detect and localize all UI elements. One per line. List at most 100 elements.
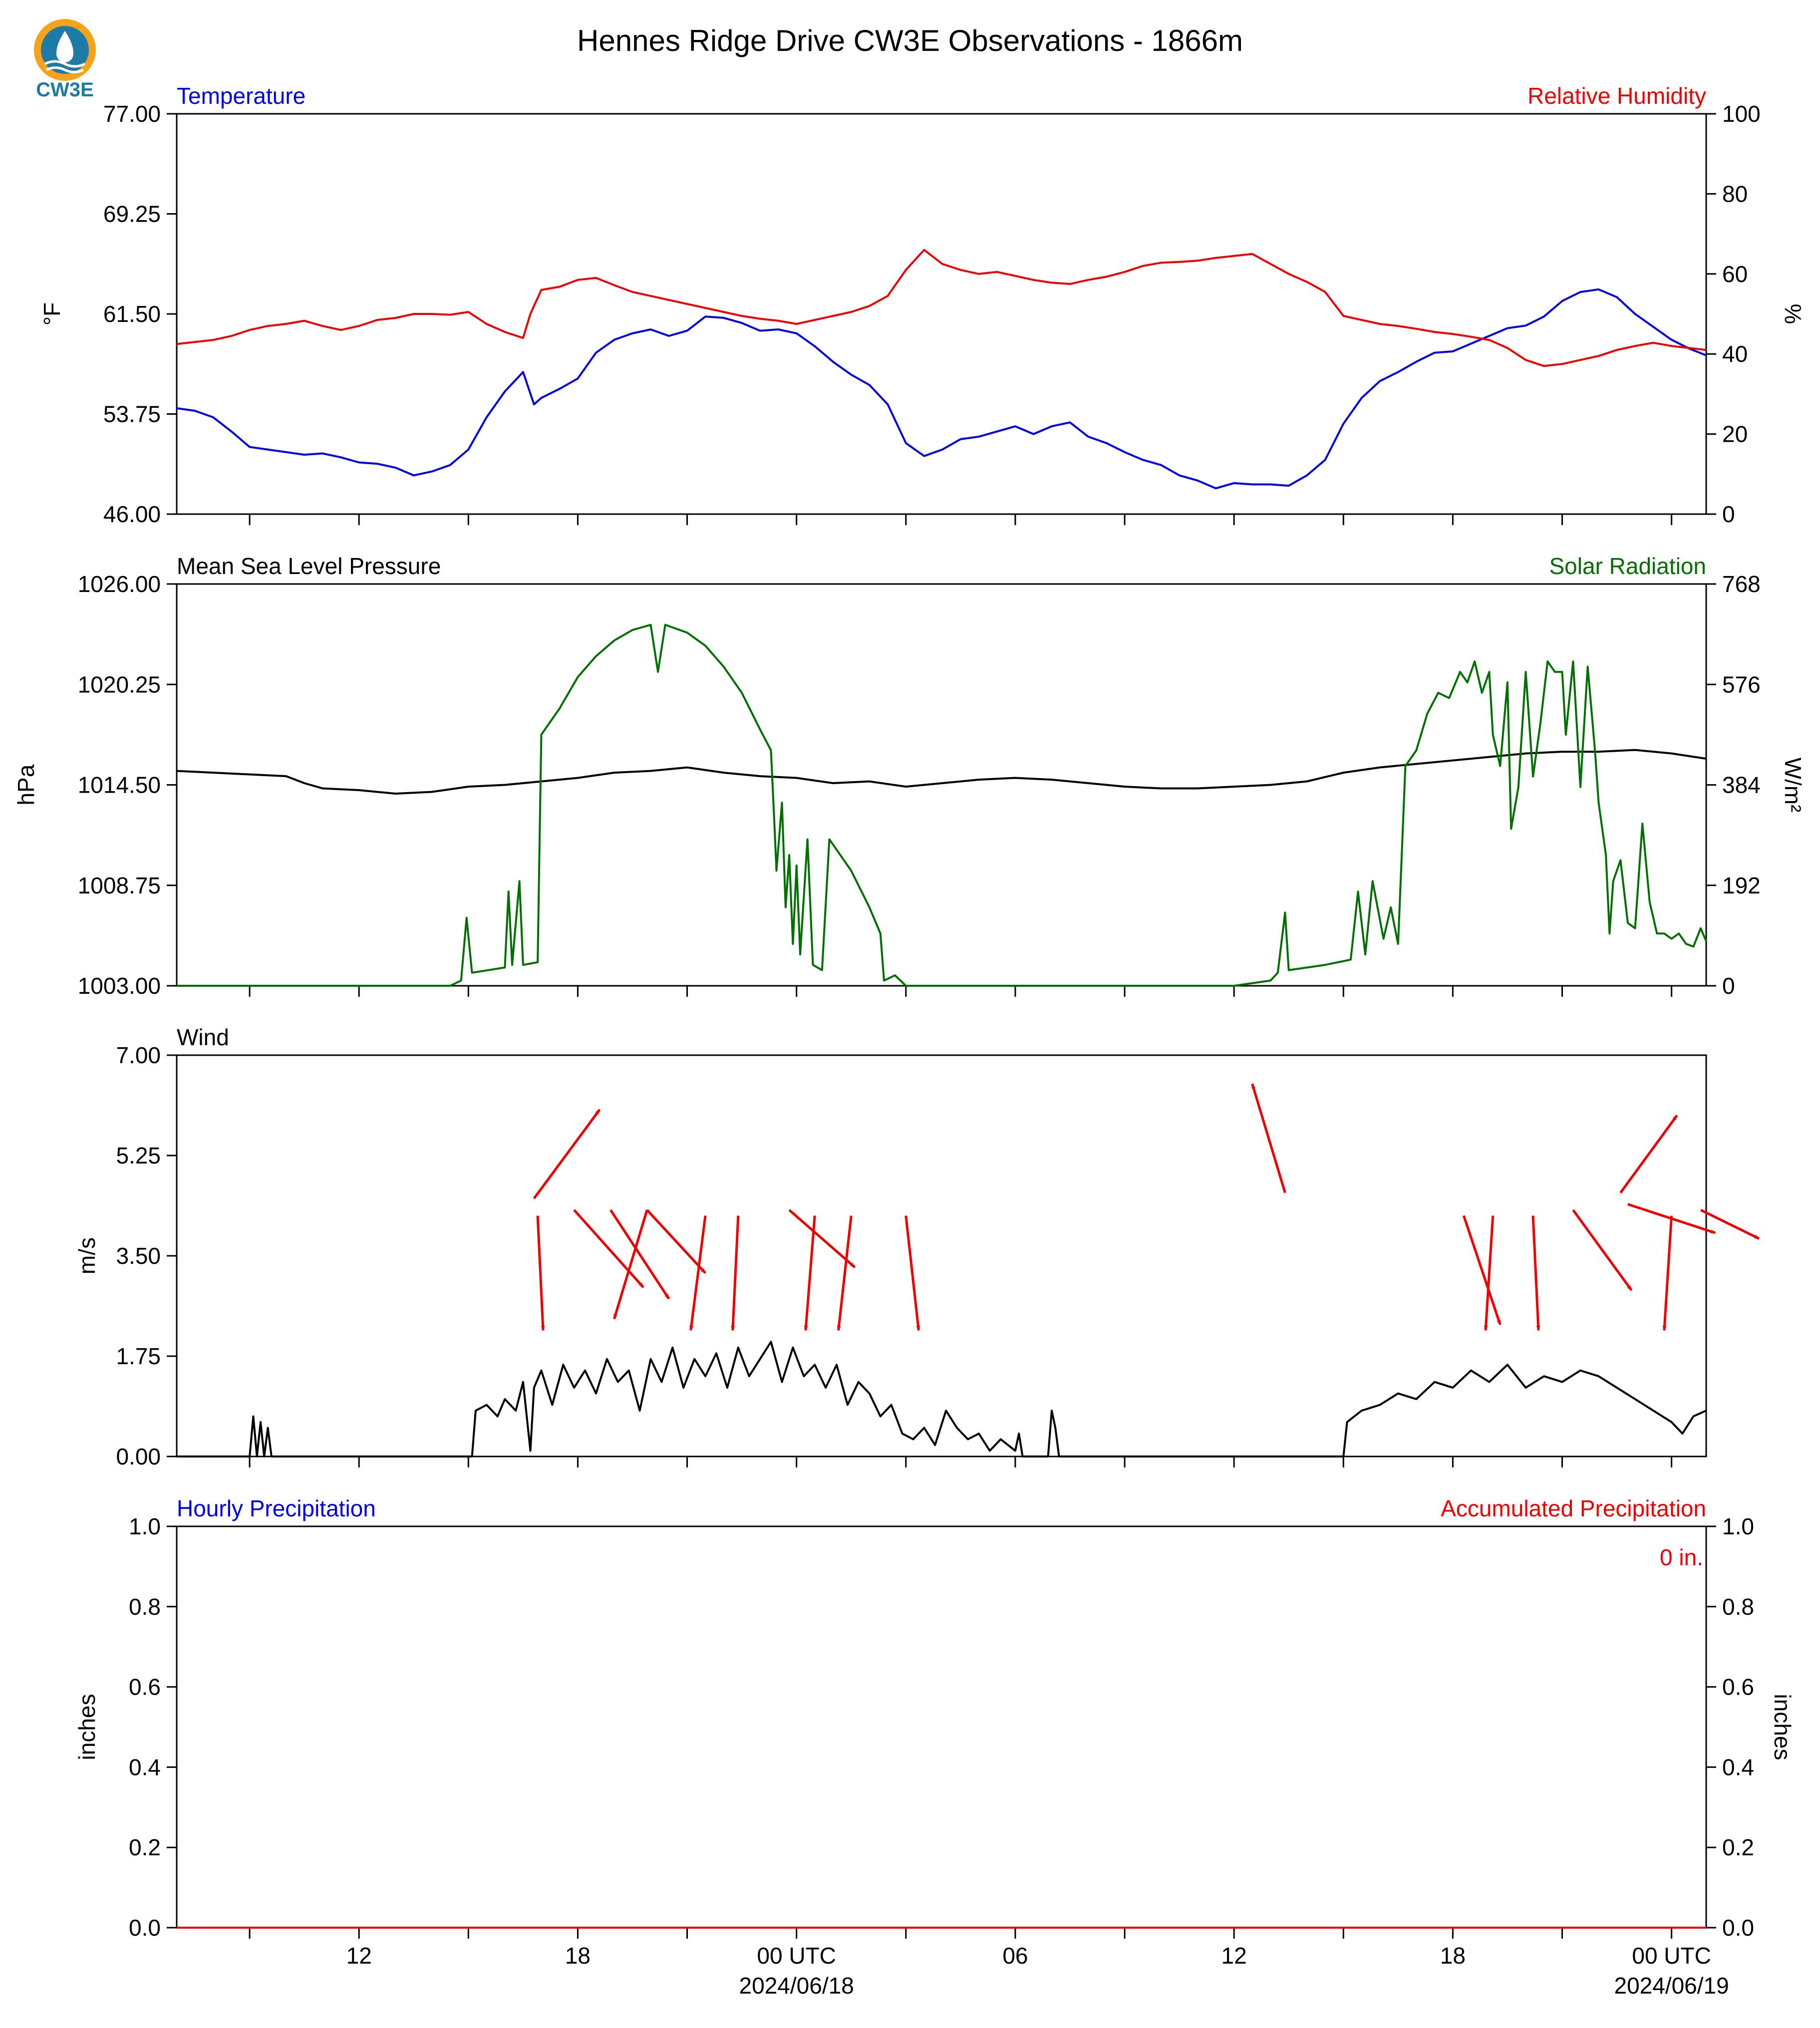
y-right-tick-label: 0.8	[1722, 1594, 1754, 1620]
wind-arrow	[1700, 1208, 1760, 1240]
wind-arrow	[646, 1209, 706, 1274]
y-tick-label: 0.00	[116, 1444, 161, 1469]
y-right-tick-label: 384	[1722, 772, 1761, 798]
wind-arrow	[1484, 1215, 1495, 1331]
y-right-tick-label: 0	[1722, 973, 1735, 999]
y-tick-label: 5.25	[116, 1143, 161, 1168]
temperature-humidity-panel: 46.00 53.75 61.50 69.25 77.00 0 20 40 60 80 100 °F%…	[39, 83, 1806, 527]
y-axis-title: hPa	[13, 764, 39, 805]
cw3e-logo: CW3E	[27, 15, 102, 102]
y-tick-label: 0.0	[129, 1915, 161, 1941]
y-right-tick-label: 192	[1722, 872, 1761, 898]
y-right-tick-label: 0.0	[1722, 1915, 1754, 1941]
x-date-label: 2024/06/18	[739, 1973, 854, 1999]
wind-arrow	[533, 1109, 601, 1199]
wind-arrow	[804, 1215, 816, 1331]
y-tick-label: 1003.00	[78, 973, 161, 999]
chart-title: Hennes Ridge Drive CW3E Observations - 1…	[577, 24, 1243, 57]
y-axis-title: °F	[39, 302, 65, 326]
wind-arrow	[1619, 1115, 1678, 1194]
wind-arrow	[837, 1215, 853, 1331]
chart-panels: 46.00 53.75 61.50 69.25 77.00 0 20 40 60 80 100 °F%…	[13, 83, 1806, 1941]
panel-left-label: Temperature	[177, 83, 305, 109]
wind-arrow	[573, 1209, 644, 1288]
series-relative-humidity	[176, 249, 1707, 367]
y-tick-label: 1020.25	[78, 671, 161, 697]
series-solar-radiation	[177, 623, 1707, 987]
wind-arrow	[905, 1215, 920, 1331]
wind-arrow	[689, 1215, 707, 1331]
pressure-solar-panel: 1003.00 1008.75 1014.50 1020.25 1026.00 0 192 3…	[13, 553, 1806, 999]
y-right-tick-label: 0.2	[1722, 1834, 1754, 1860]
x-tick-label: 12	[346, 1943, 372, 1969]
y-right-axis-title: W/m²	[1780, 758, 1806, 813]
y-right-tick-label: 60	[1722, 261, 1748, 287]
x-tick-label: 00 UTC	[757, 1943, 836, 1969]
y-right-axis-title: %	[1780, 304, 1806, 324]
y-right-tick-label: 100	[1722, 101, 1761, 127]
panel-right-label: Solar Radiation	[1549, 553, 1706, 579]
wind-arrow	[1462, 1215, 1502, 1325]
panel-left-label: Mean Sea Level Pressure	[177, 553, 441, 579]
y-right-tick-label: 0.6	[1722, 1674, 1754, 1700]
x-tick-label: 00 UTC	[1632, 1943, 1711, 1969]
y-right-tick-label: 1.0	[1722, 1513, 1754, 1539]
y-tick-label: 53.75	[103, 401, 161, 427]
y-axis-title: inches	[74, 1694, 100, 1760]
wind-arrow	[1251, 1083, 1286, 1193]
pressure-solar-frame	[176, 583, 1707, 987]
y-tick-label: 1014.50	[78, 772, 161, 798]
wind-arrow	[609, 1209, 670, 1300]
y-tick-label: 7.00	[116, 1042, 161, 1068]
x-tick-label: 06	[1002, 1943, 1028, 1969]
wind-arrow	[1572, 1209, 1633, 1291]
y-tick-label: 1008.75	[78, 872, 161, 898]
accumulated-total-label: 0 in.	[1660, 1544, 1703, 1570]
panel-right-label: Accumulated Precipitation	[1441, 1495, 1706, 1521]
panel-left-label: Hourly Precipitation	[177, 1495, 376, 1521]
y-right-tick-label: 768	[1722, 571, 1761, 597]
y-tick-label: 3.50	[116, 1243, 161, 1269]
cw3e-logo-text: CW3E	[36, 79, 94, 101]
y-tick-label: 46.00	[103, 501, 161, 527]
wind-arrow	[788, 1209, 856, 1268]
y-tick-label: 61.50	[103, 301, 161, 327]
y-right-axis-title: inches	[1770, 1694, 1796, 1760]
y-tick-label: 69.25	[103, 201, 161, 227]
precipitation-panel: 0.0 0.2 0.4 0.6 0.8 1.0 0.0 0.2 0.4 0.6 0.8 1.0 inch…	[74, 1495, 1796, 1941]
x-tick-label: 12	[1221, 1943, 1247, 1969]
y-tick-label: 1026.00	[78, 571, 161, 597]
wind-arrow	[1531, 1215, 1540, 1331]
cw3e-logo-icon	[34, 19, 96, 81]
wind-arrow	[1662, 1215, 1673, 1331]
y-tick-label: 0.4	[129, 1754, 161, 1780]
x-axis-labels: 12 18 00 UTC 2024/06/18 06 12 18 00 UTC 2024/06/…	[346, 1943, 1729, 1999]
panel-right-label: Relative Humidity	[1527, 83, 1706, 109]
y-tick-label: 0.8	[129, 1594, 161, 1620]
y-tick-label: 0.2	[129, 1834, 161, 1860]
temperature-humidity-frame	[176, 113, 1707, 515]
series-temperature	[176, 288, 1707, 490]
wind-arrow	[613, 1209, 648, 1320]
y-right-tick-label: 40	[1722, 341, 1748, 367]
precipitation-frame	[176, 1525, 1707, 1929]
y-axis-title: m/s	[74, 1237, 100, 1274]
series-wind-speed	[177, 1341, 1707, 1457]
wind-arrow	[536, 1215, 545, 1331]
y-right-tick-label: 20	[1722, 421, 1748, 447]
y-tick-label: 1.0	[129, 1513, 161, 1539]
x-tick-label: 18	[565, 1943, 591, 1969]
wind-panel: 0.00 1.75 3.50 5.25 7.00 m/s Wind	[74, 1024, 1760, 1469]
y-right-tick-label: 80	[1722, 181, 1748, 207]
wind-arrows	[533, 1083, 1760, 1331]
y-tick-label: 1.75	[116, 1343, 161, 1369]
wind-arrow	[731, 1215, 740, 1331]
x-date-label: 2024/06/19	[1614, 1973, 1729, 1999]
y-right-tick-label: 0	[1722, 501, 1735, 527]
y-tick-label: 0.6	[129, 1674, 161, 1700]
y-right-tick-label: 0.4	[1722, 1754, 1754, 1780]
y-tick-label: 77.00	[103, 101, 161, 127]
panel-left-label: Wind	[177, 1024, 229, 1050]
x-tick-label: 18	[1440, 1943, 1466, 1969]
